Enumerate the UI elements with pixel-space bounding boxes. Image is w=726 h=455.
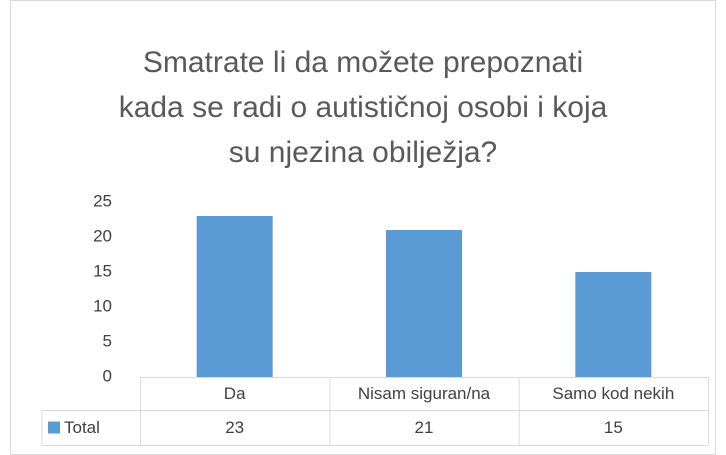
chart-title: Smatrate li da možete prepoznati kada se… xyxy=(118,46,608,169)
y-tick-label: 20 xyxy=(93,226,112,245)
table-value: 15 xyxy=(604,418,623,437)
y-tick-label: 5 xyxy=(103,331,112,350)
legend-label: Total xyxy=(64,418,100,437)
y-tick-label: 0 xyxy=(103,366,112,385)
x-tick-label: Nisam siguran/na xyxy=(358,384,491,403)
chart-border xyxy=(10,0,716,455)
y-tick-label: 25 xyxy=(93,191,112,210)
x-tick-label: Samo kod nekih xyxy=(552,384,674,403)
y-tick-label: 15 xyxy=(93,261,112,280)
table-value: 21 xyxy=(415,418,434,437)
legend-swatch xyxy=(48,421,60,434)
x-tick-label: Da xyxy=(224,384,246,403)
bar xyxy=(386,230,462,377)
y-tick-label: 10 xyxy=(93,296,112,315)
table-value: 23 xyxy=(225,418,244,437)
bar xyxy=(196,216,273,377)
bar xyxy=(575,272,652,377)
